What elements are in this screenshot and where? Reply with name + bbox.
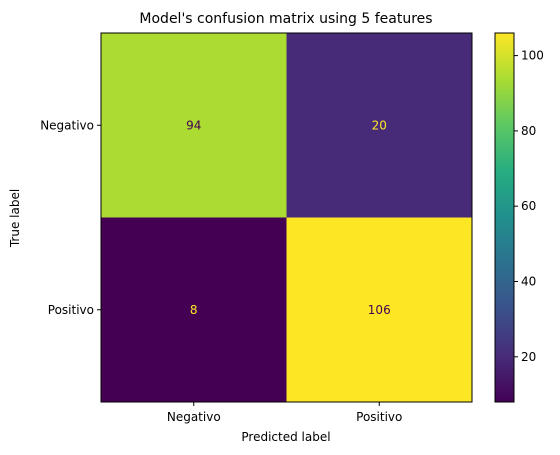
heatmap-cells [101,33,473,403]
x-axis-label: Predicted label [241,430,330,444]
heatmap-cell [101,217,287,403]
colorbar [494,32,515,403]
cell-value-label: 8 [190,303,198,317]
colorbar-tick-label: 40 [521,275,536,289]
cell-value-label: 20 [372,118,387,132]
x-tick-label: Negativo [167,410,221,424]
chart-title: Model's confusion matrix using 5 feature… [139,11,432,27]
cell-value-label: 106 [368,303,391,317]
colorbar-tick-label: 20 [521,350,536,364]
colorbar-tick-label: 60 [521,199,536,213]
y-axis-ticks: Negativo Positivo [40,118,101,317]
y-tick-label: Negativo [40,118,94,132]
heatmap-cell-labels: 94 20 8 106 [186,118,391,317]
colorbar-tick-label: 100 [521,49,544,63]
colorbar-ticks: 20 40 60 80 100 [514,49,544,364]
heatmap-cell [101,33,287,218]
heatmap-cell [286,33,473,218]
heatmap-cell [286,217,473,403]
y-tick-label: Positivo [48,303,94,317]
cell-value-label: 94 [186,118,201,132]
x-axis-ticks: Negativo Positivo [167,402,402,424]
colorbar-tick-label: 80 [521,124,536,138]
y-axis-label: True label [8,189,22,248]
x-tick-label: Positivo [356,410,402,424]
plot-frame [100,32,473,403]
